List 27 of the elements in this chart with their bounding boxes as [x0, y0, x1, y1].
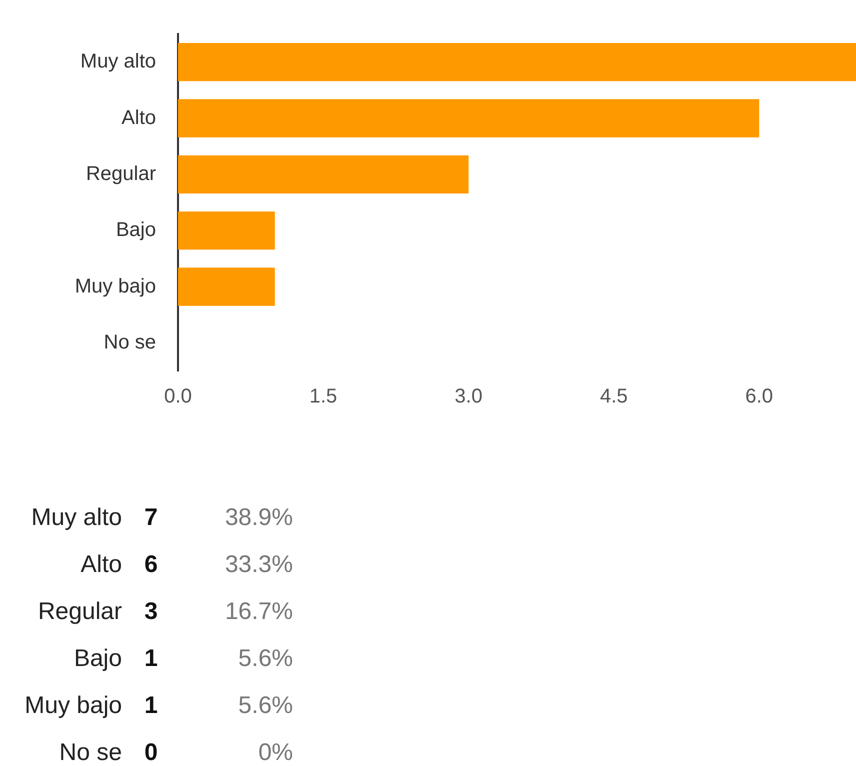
y-tick-label: Muy bajo: [74, 275, 156, 298]
x-tick-label: 0.0: [164, 386, 192, 408]
text: 0: [143, 738, 159, 766]
category-label: Muy alto: [31, 504, 122, 530]
category-label: Regular: [38, 598, 122, 624]
y-tick-label: No se: [104, 331, 156, 354]
y-tick-label: Muy alto: [80, 50, 156, 73]
text: 6: [143, 550, 159, 580]
x-tick-label: 1.5: [309, 386, 338, 408]
category-label: No se: [59, 738, 122, 766]
text: 38.9%: [224, 502, 293, 532]
category-label: Muy bajo: [24, 692, 122, 718]
text: 16.7%: [224, 596, 293, 626]
text: 33.3%: [224, 550, 293, 580]
y-tick-label: Alto: [122, 106, 156, 129]
text: 0%: [257, 738, 293, 766]
text: 7: [143, 502, 159, 532]
text: 3: [143, 596, 159, 626]
text: 1: [143, 644, 159, 674]
text: 1: [143, 690, 159, 720]
x-tick-label: 6.0: [745, 386, 774, 408]
x-tick-label: 3.0: [454, 386, 482, 408]
x-tick-label: 4.5: [600, 386, 628, 408]
text: 5.6%: [237, 644, 293, 674]
y-tick-label: Regular: [86, 162, 156, 185]
y-tick-label: Bajo: [116, 219, 156, 242]
text: 5.6%: [237, 690, 293, 720]
